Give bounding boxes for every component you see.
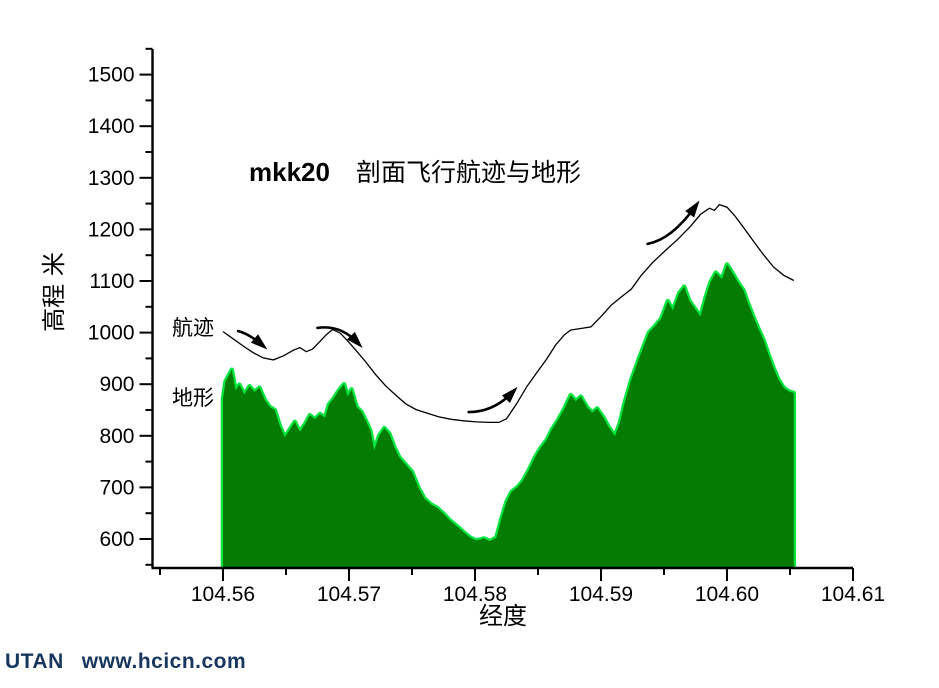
y-tick-label: 1400 xyxy=(88,115,135,138)
chart-title-text: 剖面飞行航迹与地形 xyxy=(355,158,581,187)
y-tick-label: 600 xyxy=(99,528,134,551)
x-tick-label: 104.59 xyxy=(569,583,633,606)
footer-url: www.hcicn.com xyxy=(81,650,247,673)
flight-track-line xyxy=(222,203,795,424)
arrowhead-icon xyxy=(346,331,363,348)
arrowhead-icon xyxy=(250,334,268,350)
footer-watermark: UTAN www.hcicn.com xyxy=(5,650,246,674)
x-tick-label: 104.57 xyxy=(317,583,381,606)
y-tick-label: 1000 xyxy=(88,322,135,345)
x-tick-label: 104.61 xyxy=(821,583,885,606)
terrain-series-label: 地形 xyxy=(172,386,214,410)
y-tick-label: 1200 xyxy=(88,218,135,241)
y-tick-label: 800 xyxy=(99,425,134,448)
y-tick-label: 900 xyxy=(99,373,134,396)
chart-title: mkk20 剖面飞行航迹与地形 xyxy=(249,153,581,189)
x-tick-label: 104.60 xyxy=(695,583,759,606)
y-tick-label: 1100 xyxy=(89,270,134,293)
arrowhead-icon xyxy=(501,386,518,403)
terrain-area xyxy=(223,264,794,567)
footer-brand: UTAN xyxy=(5,650,64,673)
y-tick-label: 700 xyxy=(99,476,134,499)
y-tick-label: 1500 xyxy=(88,64,135,87)
x-tick-label: 104.58 xyxy=(443,583,507,606)
track-series-label: 航迹 xyxy=(172,316,214,340)
x-tick-label: 104.56 xyxy=(191,583,255,606)
y-tick-label: 1300 xyxy=(88,167,135,190)
x-axis-title: 经度 xyxy=(479,602,527,630)
arrowhead-icon xyxy=(685,200,700,218)
chart-title-prefix: mkk20 xyxy=(249,157,330,187)
y-axis-title: 高程 米 xyxy=(40,252,68,332)
